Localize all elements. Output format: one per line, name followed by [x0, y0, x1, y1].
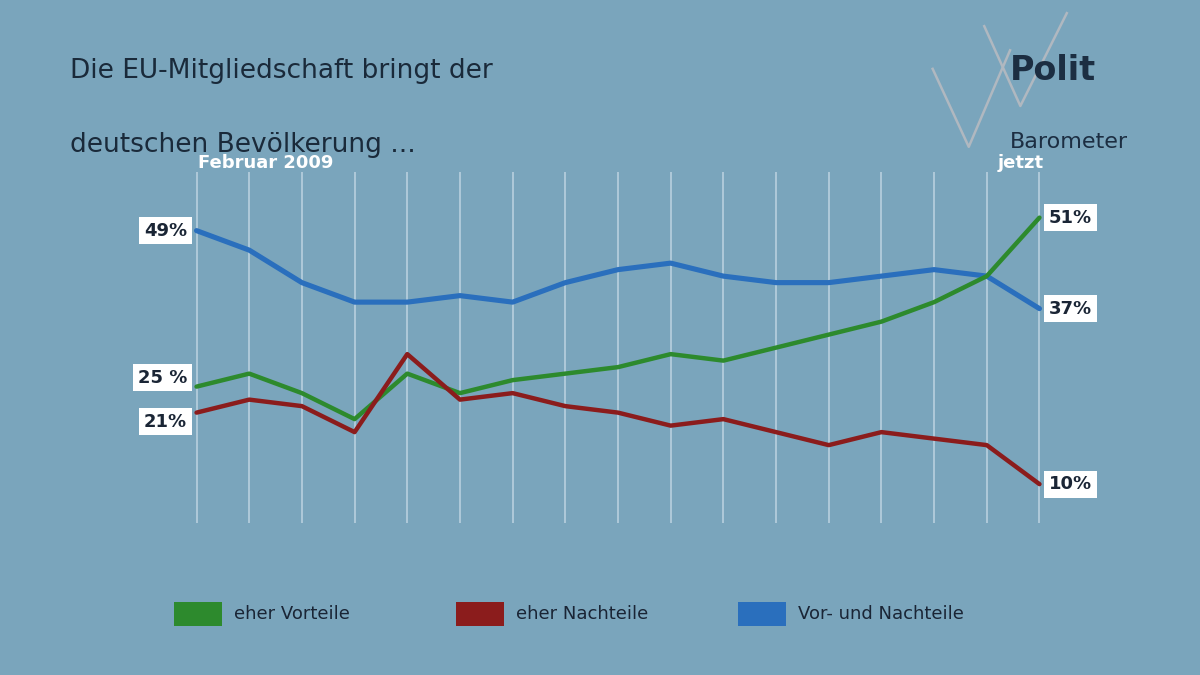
Text: 21%: 21%	[144, 412, 187, 431]
Text: Februar 2009: Februar 2009	[198, 154, 334, 172]
Text: 37%: 37%	[1049, 300, 1092, 318]
Text: jetzt: jetzt	[998, 154, 1044, 172]
Text: eher Vorteile: eher Vorteile	[234, 605, 350, 623]
Text: 49%: 49%	[144, 221, 187, 240]
Text: Vor- und Nachteile: Vor- und Nachteile	[798, 605, 964, 623]
Text: eher Nachteile: eher Nachteile	[516, 605, 648, 623]
Text: 25 %: 25 %	[138, 369, 187, 387]
Text: 10%: 10%	[1049, 475, 1092, 493]
Text: Die EU-Mitgliedschaft bringt der: Die EU-Mitgliedschaft bringt der	[70, 58, 492, 84]
Text: 51%: 51%	[1049, 209, 1092, 227]
Text: Polit: Polit	[1010, 54, 1096, 87]
Text: deutschen Bevölkerung ...: deutschen Bevölkerung ...	[70, 132, 415, 158]
Text: Barometer: Barometer	[1010, 132, 1128, 152]
